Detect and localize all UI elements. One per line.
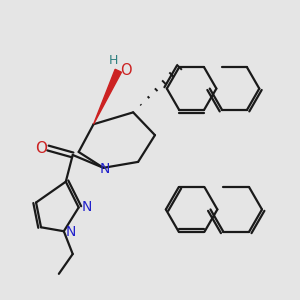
Polygon shape <box>94 69 122 124</box>
Text: O: O <box>35 140 47 155</box>
Text: N: N <box>99 162 110 176</box>
Text: N: N <box>66 225 76 239</box>
Text: N: N <box>81 200 92 214</box>
Text: O: O <box>120 63 132 78</box>
Text: H: H <box>109 54 118 67</box>
